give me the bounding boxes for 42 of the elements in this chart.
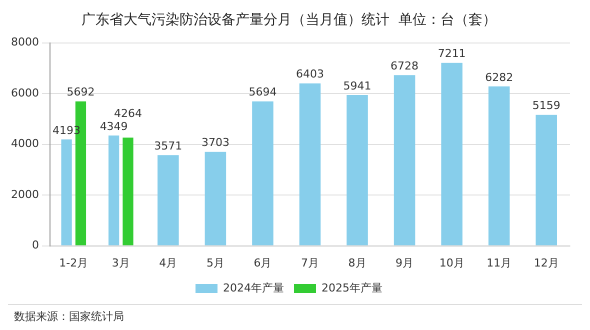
bar — [441, 62, 462, 246]
data-label: 5694 — [248, 86, 277, 99]
data-label: 4264 — [114, 106, 142, 120]
x-tick-label: 1-2月 — [59, 256, 88, 270]
bar — [536, 114, 557, 246]
bar — [394, 75, 416, 246]
bar — [346, 95, 368, 246]
data-label: 6403 — [296, 68, 324, 81]
chart-title: 广东省大气污染防治设备产量分月（当月值）统计 单位：台（套） — [82, 12, 496, 28]
x-tick-label: 3月 — [112, 256, 130, 270]
data-label: 6282 — [485, 70, 514, 84]
legend-label: 2025年产量 — [322, 281, 382, 294]
x-tick-label: 9月 — [396, 256, 414, 270]
y-tick-label: 2000 — [10, 188, 39, 201]
bar — [488, 86, 510, 246]
bar — [204, 152, 226, 246]
x-tick-label: 4月 — [159, 256, 178, 270]
x-tick-label: 5月 — [206, 256, 224, 270]
data-label: 5159 — [532, 99, 560, 112]
data-label: 6728 — [390, 59, 419, 72]
y-tick-label: 0 — [32, 238, 39, 252]
source-note: 数据来源：国家统计局 — [14, 309, 124, 324]
x-tick-label: 6月 — [254, 256, 272, 270]
data-label: 3703 — [201, 136, 230, 150]
bar — [299, 83, 321, 246]
x-tick-label: 7月 — [300, 256, 319, 270]
data-label: 5941 — [343, 79, 372, 92]
data-label: 3571 — [154, 140, 182, 153]
y-tick-label: 8000 — [10, 36, 39, 49]
x-tick-label: 12月 — [534, 256, 559, 270]
bar — [252, 101, 274, 246]
bar — [158, 155, 179, 246]
y-tick-label: 4000 — [10, 137, 39, 150]
x-tick-label: 8月 — [348, 256, 366, 270]
x-tick-label: 11月 — [486, 256, 512, 270]
x-tick-label: 10月 — [439, 256, 464, 270]
y-tick-label: 6000 — [10, 86, 39, 100]
legend-label: 2024年产量 — [223, 281, 284, 294]
bar — [122, 138, 134, 246]
data-label: 4349 — [100, 120, 128, 133]
data-label: 5692 — [66, 86, 95, 99]
data-label: 7211 — [438, 47, 466, 60]
